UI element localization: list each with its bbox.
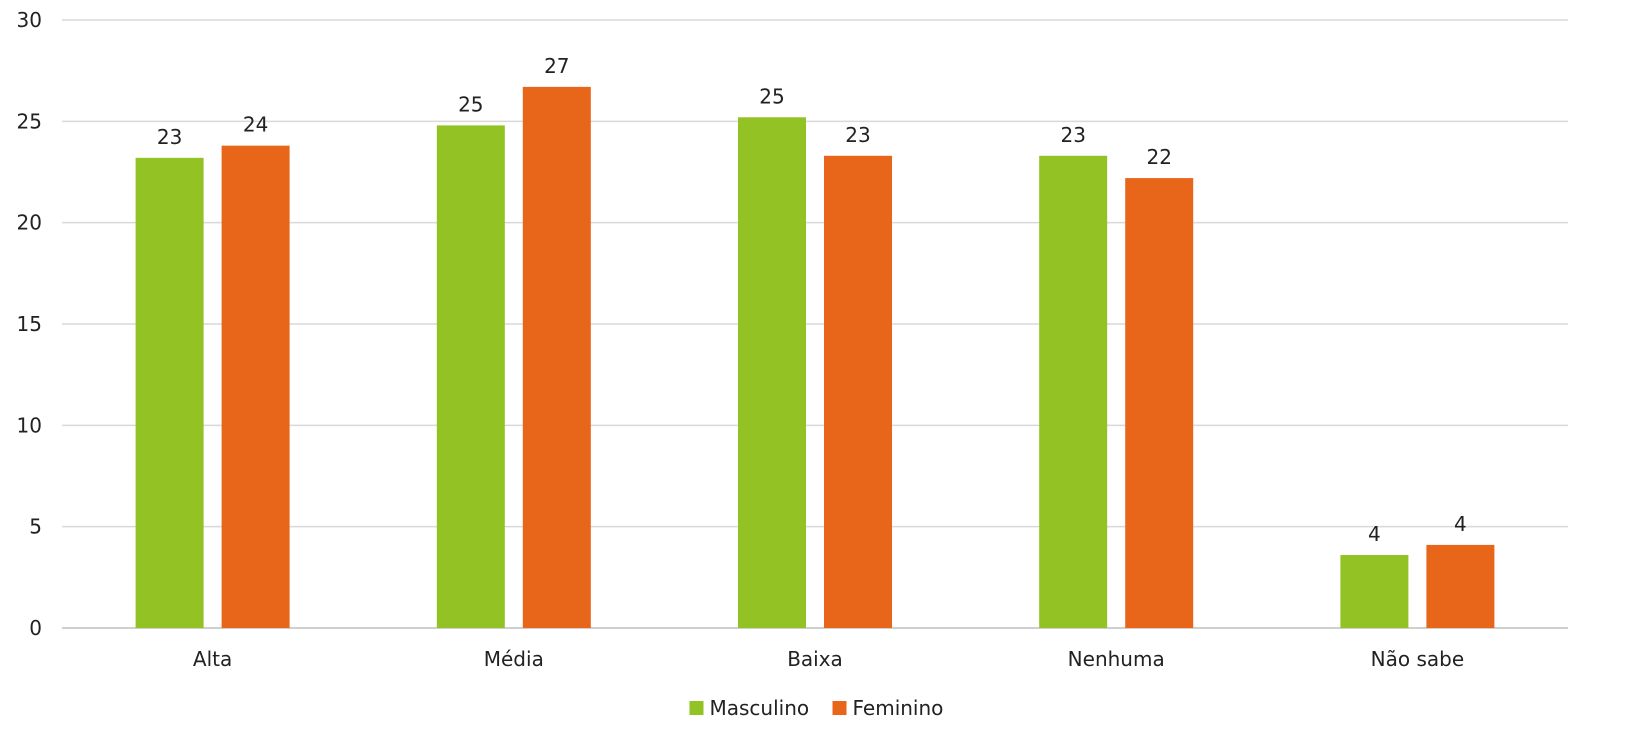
x-category-label: Nenhuma	[1068, 647, 1165, 671]
legend-swatch	[832, 701, 847, 715]
bar-masculino-0	[135, 157, 204, 628]
bar-masculino-4	[1340, 555, 1409, 628]
x-category-label: Média	[484, 647, 544, 671]
legend: Masculino Feminino	[689, 696, 944, 720]
bar-masculino-1	[436, 125, 505, 629]
data-label: 4	[1368, 522, 1381, 546]
data-label: 27	[544, 54, 569, 78]
y-tick-label: 25	[17, 109, 42, 133]
legend-label: Feminino	[853, 696, 944, 720]
legend-swatch	[689, 701, 704, 715]
y-tick-label: 15	[17, 312, 42, 336]
y-tick-label: 30	[17, 8, 42, 32]
data-label: 23	[1060, 123, 1085, 147]
bar-feminino-0	[221, 145, 290, 629]
bar-masculino-2	[738, 117, 806, 628]
data-label: 22	[1146, 145, 1171, 169]
y-tick-label: 10	[17, 413, 42, 437]
gridlines	[62, 19, 1568, 629]
x-category-label: Alta	[193, 647, 232, 671]
y-axis-ticks: 0 5 10 15 20 25 30	[17, 8, 42, 640]
data-labels: 23 24 25 27 25 23 23 22 4 4	[157, 54, 1467, 546]
bar-masculino-3	[1039, 155, 1108, 628]
bar-feminino-4	[1426, 544, 1495, 628]
y-tick-label: 0	[29, 616, 42, 640]
bars	[135, 86, 1495, 629]
data-label: 24	[243, 113, 268, 137]
bar-feminino-2	[824, 155, 892, 628]
x-category-label: Não sabe	[1371, 647, 1465, 671]
x-axis-categories: Alta Média Baixa Nenhuma Não sabe	[193, 647, 1464, 671]
y-tick-label: 20	[17, 211, 42, 235]
legend-label: Masculino	[710, 696, 810, 720]
data-label: 23	[157, 125, 182, 149]
x-category-label: Baixa	[787, 647, 843, 671]
bar-feminino-1	[522, 86, 591, 628]
data-label: 23	[845, 123, 870, 147]
data-label: 25	[458, 92, 483, 116]
data-label: 4	[1454, 512, 1467, 536]
bar-feminino-3	[1125, 178, 1194, 628]
y-tick-label: 5	[29, 515, 42, 539]
data-label: 25	[759, 84, 784, 108]
